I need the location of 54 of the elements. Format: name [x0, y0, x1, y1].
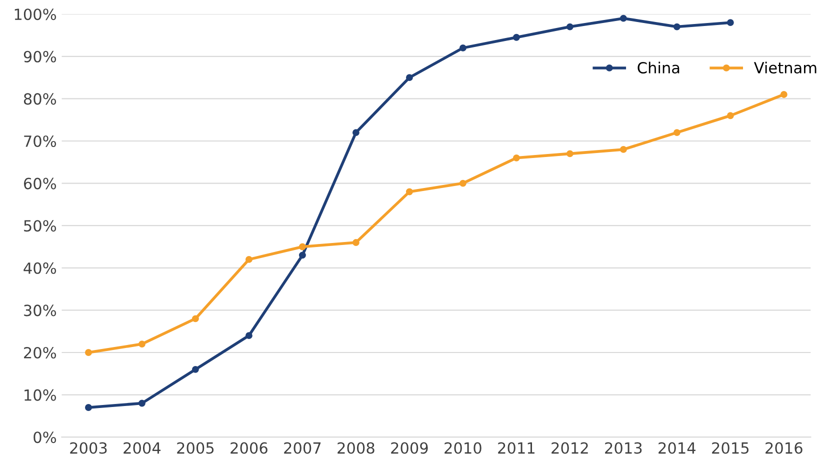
- legend-label: Vietnam: [754, 62, 816, 74]
- point: [245, 332, 252, 340]
- y-tick-label: 40%: [24, 262, 56, 274]
- x-tick-label: 2003: [70, 442, 107, 454]
- point: [138, 340, 146, 348]
- y-tick-label: 60%: [24, 178, 56, 190]
- point: [780, 90, 788, 98]
- point: [512, 34, 520, 41]
- point: [566, 23, 574, 30]
- x-tick-label: 2006: [230, 442, 268, 454]
- y-tick-label: 100%: [14, 8, 56, 20]
- point: [298, 252, 306, 259]
- x-tick-label: 2015: [712, 442, 749, 454]
- point: [352, 239, 360, 246]
- x-tick-label: 2005: [177, 442, 214, 454]
- point: [85, 349, 92, 356]
- point: [406, 188, 413, 196]
- x-tick-label: 2012: [552, 442, 588, 454]
- y-tick-label: 30%: [24, 304, 56, 316]
- y-tick-label: 20%: [24, 346, 56, 359]
- x-tick-label: 2014: [658, 442, 696, 454]
- point: [620, 146, 627, 153]
- x-tick-label: 2004: [124, 442, 161, 454]
- point: [459, 180, 466, 187]
- legend-label: China: [638, 62, 680, 74]
- point: [406, 74, 413, 82]
- point: [566, 150, 574, 158]
- x-tick-label: 2016: [766, 442, 802, 454]
- point: [245, 256, 252, 263]
- point: [673, 129, 680, 136]
- point: [85, 404, 92, 411]
- point: [138, 400, 146, 407]
- x-tick-label: 2010: [444, 442, 482, 454]
- y-tick-label: 0%: [34, 432, 56, 444]
- x-tick-label: 2011: [498, 442, 534, 454]
- point: [352, 129, 360, 136]
- y-tick-label: 10%: [24, 389, 56, 401]
- point: [726, 19, 734, 26]
- point: [673, 23, 680, 30]
- y-tick-label: 70%: [24, 135, 56, 148]
- point: [512, 154, 520, 162]
- point: [192, 315, 199, 322]
- y-tick-label: 50%: [24, 220, 56, 232]
- point: [298, 243, 306, 250]
- x-tick-label: 2008: [338, 442, 374, 454]
- x-tick-label: 2009: [391, 442, 428, 454]
- point: [459, 44, 466, 52]
- x-tick-label: 2007: [284, 442, 321, 454]
- x-tick-label: 2013: [605, 442, 642, 454]
- point: [726, 112, 734, 120]
- point: [620, 14, 627, 22]
- y-tick-label: 90%: [24, 50, 56, 62]
- point: [192, 366, 199, 373]
- y-tick-label: 80%: [24, 93, 56, 105]
